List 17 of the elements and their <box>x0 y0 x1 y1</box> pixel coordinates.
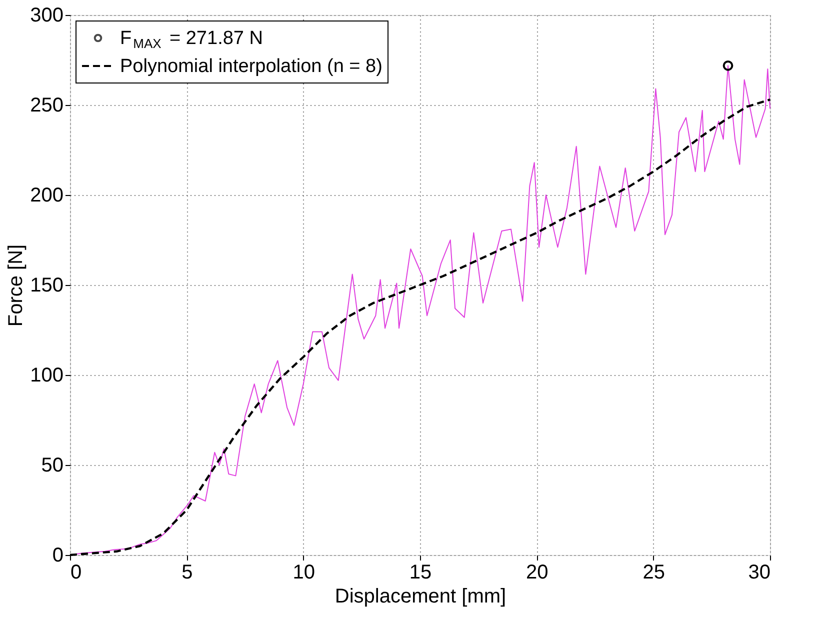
x-tick-label: 20 <box>526 562 548 584</box>
legend-label: Polynomial interpolation (n = 8) <box>120 56 382 77</box>
x-tick-label: 15 <box>409 562 432 584</box>
x-axis-title: Displacement [mm] <box>334 586 506 608</box>
y-tick-label: 250 <box>30 94 64 116</box>
x-tick-label: 25 <box>642 562 665 584</box>
x-tick-label: 0 <box>70 562 82 584</box>
y-tick-label: 150 <box>30 274 64 296</box>
x-tick-label: 10 <box>292 562 315 584</box>
y-tick-label: 300 <box>30 4 64 26</box>
y-axis-title: Force [N] <box>5 244 28 327</box>
y-tick-label: 100 <box>30 364 64 386</box>
x-tick-label: 30 <box>748 562 770 584</box>
y-tick-label: 0 <box>52 544 64 566</box>
x-tick-label: 5 <box>182 562 193 584</box>
y-tick-label: 50 <box>41 454 64 476</box>
y-tick-label: 200 <box>30 184 64 206</box>
